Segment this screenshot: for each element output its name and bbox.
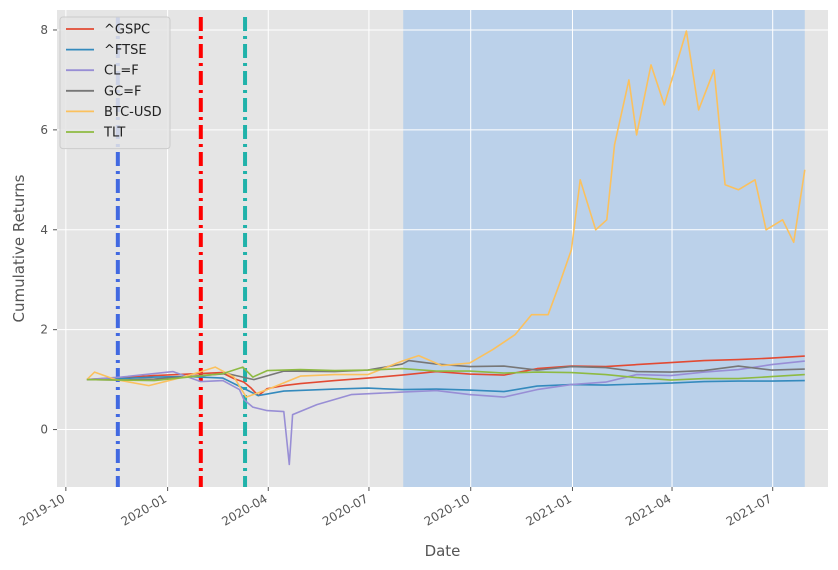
x-axis-ticks: 2019-10 2020-01 2020-04 2020-07 2020-10 2021-…	[17, 487, 774, 529]
y-tick-label: 2	[40, 323, 48, 337]
legend: ^GSPC ^FTSE CL=F GC=F BTC-USD TLT	[59, 16, 171, 150]
series-line-ftse	[86, 375, 805, 397]
legend-label: GC=F	[104, 84, 142, 99]
vertical-lines-group	[115, 17, 248, 487]
series-group	[86, 30, 806, 466]
x-tick-label: 2020-04	[219, 491, 269, 528]
grid-group	[57, 10, 828, 487]
y-tick-label: 0	[40, 423, 48, 437]
x-tick-label: 2020-01	[119, 491, 169, 528]
legend-label: ^GSPC	[104, 23, 150, 38]
x-tick-label: 2020-07	[320, 491, 370, 528]
legend-label: TLT	[103, 126, 125, 141]
shaded-region-group	[403, 10, 805, 487]
x-tick-label: 2021-07	[724, 491, 774, 528]
x-tick-label: 2019-10	[17, 491, 67, 528]
y-tick-label: 6	[40, 123, 48, 137]
x-tick-label: 2020-10	[422, 491, 472, 528]
series-line-cl-f	[86, 360, 805, 466]
x-tick-label: 2021-04	[623, 491, 673, 528]
y-axis-label: Cumulative Returns	[10, 174, 28, 322]
y-tick-label: 4	[40, 223, 48, 237]
series-line-btc-usd	[86, 30, 806, 398]
series-line-tlt	[86, 366, 805, 382]
legend-label: CL=F	[104, 64, 139, 79]
shaded-region	[403, 10, 805, 487]
series-line-gspc	[86, 355, 805, 397]
y-axis-ticks: 0 2 4 6 8	[40, 23, 57, 437]
legend-label: BTC-USD	[104, 105, 162, 120]
legend-label: ^FTSE	[104, 43, 147, 58]
x-axis-label: Date	[425, 542, 461, 560]
x-tick-label: 2021-01	[524, 491, 574, 528]
y-tick-label: 8	[40, 23, 48, 37]
